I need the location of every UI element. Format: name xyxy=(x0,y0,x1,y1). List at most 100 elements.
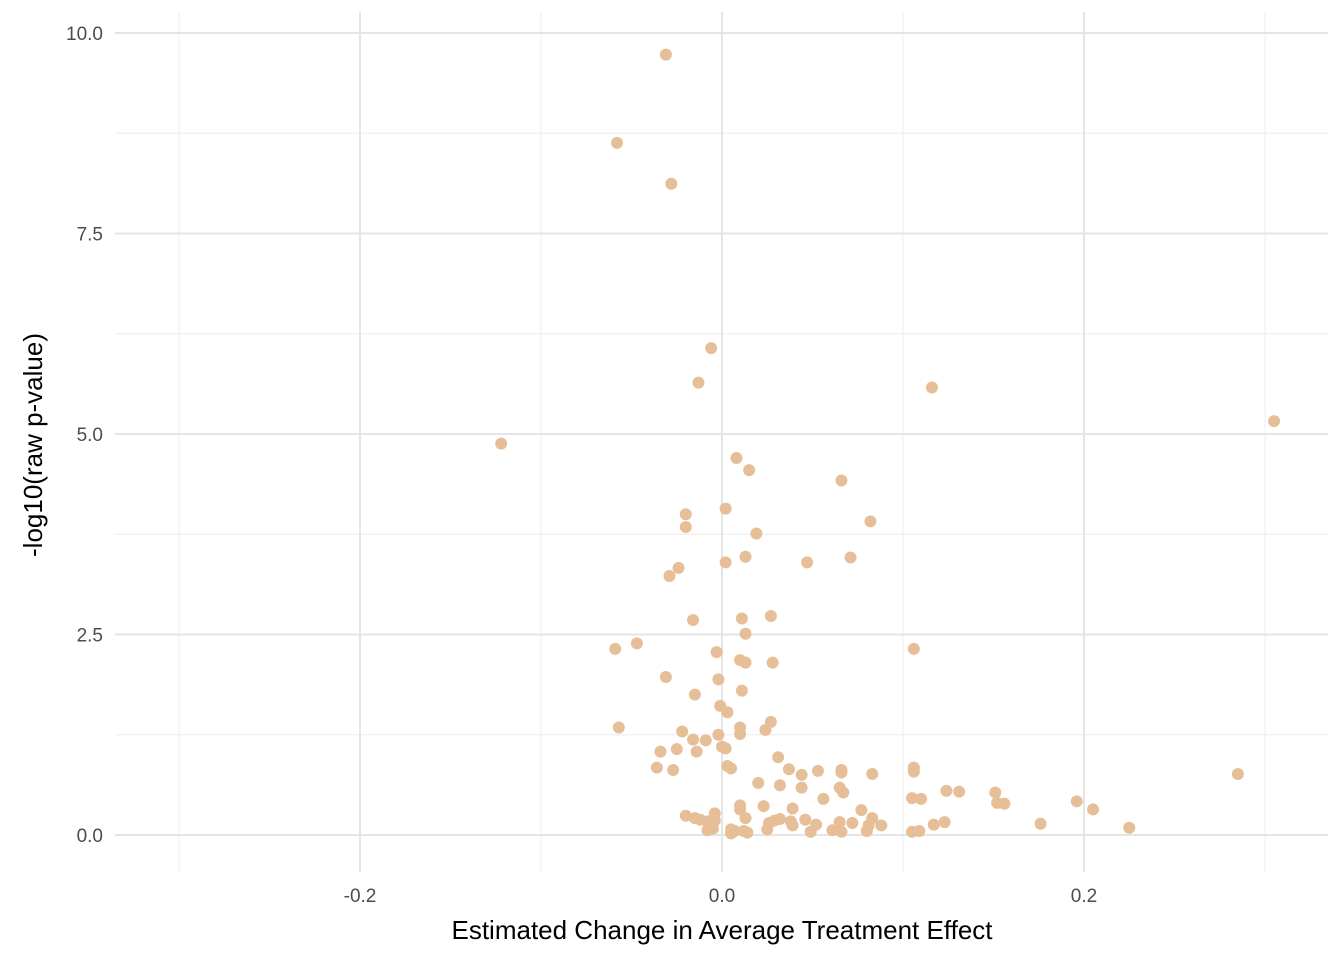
data-point xyxy=(679,521,692,534)
data-point xyxy=(757,800,770,813)
data-point xyxy=(786,819,799,832)
data-point xyxy=(719,556,732,569)
data-point xyxy=(667,764,680,777)
data-point xyxy=(925,381,938,394)
data-point xyxy=(1087,803,1100,816)
data-point xyxy=(735,612,748,625)
data-point xyxy=(1268,415,1281,428)
data-point xyxy=(837,786,850,799)
data-point xyxy=(1231,768,1244,781)
y-tick-label: 7.5 xyxy=(77,225,103,246)
data-point xyxy=(761,823,774,836)
data-point xyxy=(795,781,808,794)
data-point xyxy=(612,721,625,734)
data-point xyxy=(1070,795,1083,808)
data-point xyxy=(938,816,951,829)
data-point xyxy=(741,826,754,839)
data-point xyxy=(719,502,732,515)
data-point xyxy=(721,706,734,719)
data-point xyxy=(663,569,676,582)
data-point xyxy=(804,825,817,838)
data-point xyxy=(811,764,824,777)
data-point xyxy=(835,766,848,779)
data-point xyxy=(860,824,873,837)
data-point xyxy=(940,784,953,797)
data-point xyxy=(766,656,779,669)
data-point xyxy=(739,812,752,825)
data-point xyxy=(688,688,701,701)
data-point xyxy=(989,786,1002,799)
data-point xyxy=(672,561,685,574)
data-point xyxy=(710,646,723,659)
data-point xyxy=(739,627,752,640)
data-point xyxy=(665,177,678,190)
data-point xyxy=(826,824,839,837)
data-point xyxy=(730,452,743,465)
data-point xyxy=(773,779,786,792)
y-axis-title: -log10(raw p-value) xyxy=(18,333,48,557)
data-point xyxy=(687,733,700,746)
data-point xyxy=(915,792,928,805)
data-point xyxy=(1034,817,1047,830)
data-point xyxy=(735,684,748,697)
data-point xyxy=(495,437,508,450)
data-point xyxy=(782,763,795,776)
data-point xyxy=(1123,821,1136,834)
data-point xyxy=(630,637,643,650)
data-point xyxy=(906,792,919,805)
data-point xyxy=(913,824,926,837)
data-point xyxy=(692,376,705,389)
y-tick-label: 0.0 xyxy=(77,826,103,847)
data-point xyxy=(864,515,877,528)
x-tick-label: 0.0 xyxy=(709,886,735,907)
y-tick-label: 5.0 xyxy=(77,425,103,446)
data-point xyxy=(739,550,752,563)
data-point xyxy=(759,723,772,736)
y-tick-label: 10.0 xyxy=(66,24,103,45)
data-point xyxy=(719,742,732,755)
data-point xyxy=(609,642,622,655)
data-point xyxy=(659,48,672,61)
data-point xyxy=(835,474,848,487)
x-tick-label: -0.2 xyxy=(344,886,377,907)
data-point xyxy=(706,822,719,835)
data-point xyxy=(866,768,879,781)
data-point xyxy=(750,527,763,540)
data-point xyxy=(734,803,747,816)
data-point xyxy=(670,743,683,756)
x-tick-label: 0.2 xyxy=(1071,886,1097,907)
data-point xyxy=(690,745,703,758)
data-point xyxy=(734,727,747,740)
data-point xyxy=(801,556,814,569)
data-point xyxy=(927,818,940,831)
data-point xyxy=(833,816,846,829)
data-point xyxy=(650,761,663,774)
data-point xyxy=(654,745,667,758)
data-point xyxy=(844,551,857,564)
data-point xyxy=(875,819,888,832)
data-point xyxy=(907,642,920,655)
data-points xyxy=(495,48,1281,840)
data-point xyxy=(817,792,830,805)
data-point xyxy=(679,508,692,521)
data-point xyxy=(795,768,808,781)
y-tick-label: 2.5 xyxy=(77,626,103,647)
data-point xyxy=(907,765,920,778)
data-point xyxy=(699,734,712,747)
data-point xyxy=(659,671,672,684)
data-point xyxy=(679,809,692,822)
x-axis-title: Estimated Change in Average Treatment Ef… xyxy=(451,915,993,945)
data-point xyxy=(739,656,752,669)
data-point xyxy=(676,725,689,738)
data-point xyxy=(705,342,718,355)
data-point xyxy=(752,776,765,789)
data-point xyxy=(835,825,848,838)
data-point xyxy=(743,464,756,477)
data-point xyxy=(846,816,859,829)
data-point xyxy=(725,827,738,840)
data-point xyxy=(764,610,777,623)
data-point xyxy=(712,728,725,741)
data-point xyxy=(725,762,738,775)
